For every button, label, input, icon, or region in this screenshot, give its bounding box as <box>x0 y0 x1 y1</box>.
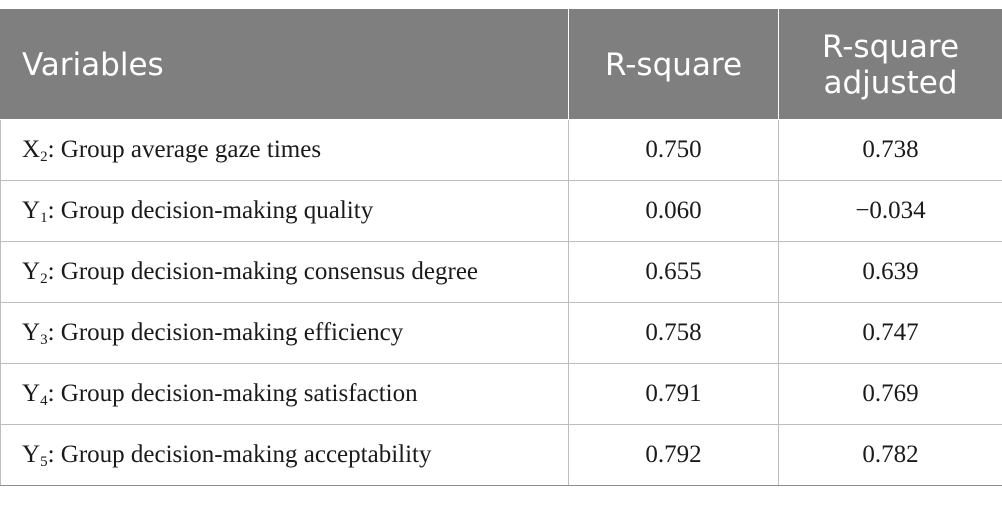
table-row: X2: Group average gaze times 0.750 0.738 <box>0 119 1002 181</box>
variable-index: 5 <box>40 454 48 470</box>
r-square-cell: 0.060 <box>568 180 779 242</box>
results-table: Variables R-square R-square adjusted X2:… <box>0 9 1002 486</box>
r-square-adjusted-cell: 0.769 <box>778 363 1002 425</box>
r-square-adjusted-cell: 0.747 <box>778 302 1002 364</box>
r-square-cell: 0.758 <box>568 302 779 364</box>
variable-index: 4 <box>40 393 48 409</box>
table-row: Y5: Group decision-making acceptability … <box>0 424 1002 486</box>
variable-cell: Y2: Group decision-making consensus degr… <box>0 241 569 303</box>
table-row: Y2: Group decision-making consensus degr… <box>0 241 1002 303</box>
header-variables: Variables <box>0 9 569 120</box>
r-square-adjusted-cell: 0.639 <box>778 241 1002 303</box>
variable-symbol: Y <box>22 258 41 285</box>
variable-cell: Y4: Group decision-making satisfaction <box>0 363 569 425</box>
r-square-cell: 0.750 <box>568 119 779 181</box>
table-row: Y1: Group decision-making quality 0.060 … <box>0 180 1002 242</box>
r-square-adjusted-cell: 0.738 <box>778 119 1002 181</box>
r-square-cell: 0.655 <box>568 241 779 303</box>
r-square-adjusted-cell: 0.782 <box>778 424 1002 486</box>
variable-label: : Group average gaze times <box>47 136 322 163</box>
variable-index: 2 <box>40 271 48 287</box>
table-body: X2: Group average gaze times 0.750 0.738… <box>0 119 1002 486</box>
variable-label: : Group decision-making satisfaction <box>47 380 418 407</box>
variable-symbol: Y <box>22 441 41 468</box>
header-row: Variables R-square R-square adjusted <box>0 9 1002 120</box>
table-header: Variables R-square R-square adjusted <box>0 9 1002 120</box>
variable-symbol: Y <box>22 380 41 407</box>
r-square-cell: 0.792 <box>568 424 779 486</box>
table-row: Y3: Group decision-making efficiency 0.7… <box>0 302 1002 364</box>
variable-symbol: X <box>22 136 41 163</box>
r-square-cell: 0.791 <box>568 363 779 425</box>
header-r-square-adjusted-line1: R-square <box>821 28 960 65</box>
variable-label: : Group decision-making consensus degree <box>47 258 479 285</box>
header-r-square: R-square <box>568 9 779 120</box>
variable-symbol: Y <box>22 319 41 346</box>
r-square-adjusted-cell: −0.034 <box>778 180 1002 242</box>
variable-symbol: Y <box>22 197 41 224</box>
variable-index: 2 <box>40 149 48 165</box>
variable-cell: X2: Group average gaze times <box>0 119 569 181</box>
variable-index: 3 <box>40 332 48 348</box>
variable-label: : Group decision-making acceptability <box>47 441 432 468</box>
variable-label: : Group decision-making efficiency <box>47 319 404 346</box>
variable-cell: Y1: Group decision-making quality <box>0 180 569 242</box>
header-r-square-adjusted-line2: adjusted <box>823 64 958 101</box>
variable-cell: Y5: Group decision-making acceptability <box>0 424 569 486</box>
variable-label: : Group decision-making quality <box>47 197 374 224</box>
variable-cell: Y3: Group decision-making efficiency <box>0 302 569 364</box>
table-row: Y4: Group decision-making satisfaction 0… <box>0 363 1002 425</box>
header-r-square-adjusted: R-square adjusted <box>778 9 1002 120</box>
variable-index: 1 <box>40 210 48 226</box>
